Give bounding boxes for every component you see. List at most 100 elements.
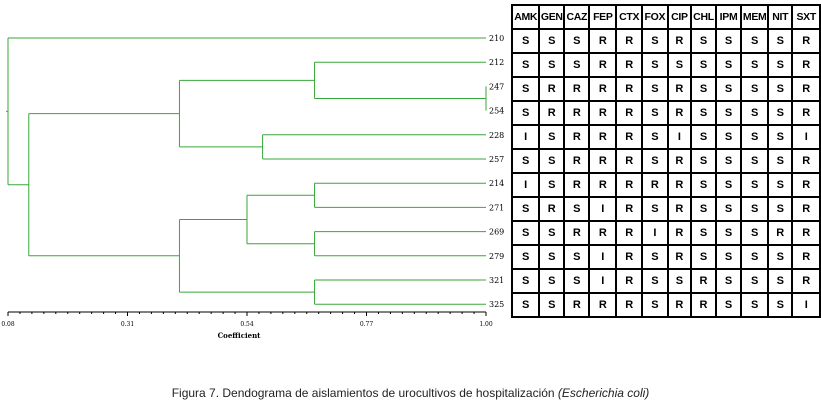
x-tick-label: 0.31 — [121, 321, 134, 328]
table-cell: S — [714, 244, 743, 270]
table-cell: S — [690, 100, 717, 126]
table-cell: S — [767, 124, 794, 150]
caption-text: Figura 7. Dendograma de aislamientos de … — [171, 386, 558, 400]
table-cell: S — [714, 76, 743, 102]
table-cell: R — [690, 268, 717, 294]
table-cell: S — [641, 196, 669, 222]
x-tick-label: 1.00 — [479, 321, 493, 328]
table-cell: S — [538, 28, 566, 54]
table-header-row: AMK GEN CAZ FEP CTX FOX CIP CHL IPM MEM NIT SXT — [510, 4, 821, 30]
table-cell: S — [740, 148, 770, 174]
table-cell: R — [538, 100, 566, 126]
table-cell: I — [510, 172, 541, 198]
table-cell: S — [510, 28, 541, 54]
table-cell: R — [666, 244, 693, 270]
table-cell: R — [666, 148, 693, 174]
table-cell: I — [666, 124, 693, 150]
table-cell: S — [714, 100, 743, 126]
table-cell: S — [767, 100, 794, 126]
table-cell: S — [538, 244, 566, 270]
table-cell: R — [791, 148, 821, 174]
table-cell: S — [666, 52, 693, 78]
table-cell: S — [740, 244, 770, 270]
table-cell: R — [588, 28, 618, 54]
caption-italic: (Escherichia coli) — [557, 386, 650, 400]
table-cell: R — [563, 124, 591, 150]
table-cell: S — [510, 268, 541, 294]
table-cell: R — [791, 172, 821, 198]
table-cell: R — [666, 292, 693, 318]
column-header-sxt: SXT — [791, 4, 821, 30]
table-cell: S — [740, 292, 770, 318]
table-cell: S — [690, 172, 717, 198]
x-tick-label: 0.08 — [1, 321, 15, 328]
leaf-label-257: 257 — [489, 155, 504, 164]
leaf-label-212: 212 — [489, 58, 504, 67]
table-cell: S — [510, 220, 541, 246]
table-cell: S — [641, 292, 669, 318]
table-cell: R — [615, 76, 644, 102]
table-cell: S — [641, 148, 669, 174]
table-cell: S — [740, 124, 770, 150]
column-header-nit: NIT — [767, 4, 794, 30]
table-cell: S — [767, 52, 794, 78]
table-cell: R — [588, 124, 618, 150]
table-cell: R — [641, 172, 669, 198]
table-cell: I — [510, 124, 541, 150]
table-cell: R — [615, 196, 644, 222]
table-cell: R — [615, 124, 644, 150]
x-tick-label: 0.77 — [360, 321, 374, 328]
column-header-caz: CAZ — [563, 4, 591, 30]
column-header-fep: FEP — [588, 4, 618, 30]
table-cell: R — [791, 76, 821, 102]
leaf-label-321: 321 — [489, 276, 504, 285]
table-cell: R — [588, 292, 618, 318]
table-cell: I — [791, 124, 821, 150]
table-cell: S — [767, 196, 794, 222]
table-cell: S — [563, 244, 591, 270]
table-cell: R — [615, 172, 644, 198]
column-header-mem: MEM — [740, 4, 770, 30]
table-cell: R — [791, 220, 821, 246]
table-cell: R — [588, 52, 618, 78]
table-cell: S — [690, 196, 717, 222]
table-cell: S — [641, 268, 669, 294]
table-cell: S — [641, 28, 669, 54]
table-cell: R — [563, 220, 591, 246]
x-axis-title: Coefficient — [218, 331, 262, 340]
table-cell: S — [641, 52, 669, 78]
table-cell: S — [767, 292, 794, 318]
table-cell: S — [767, 172, 794, 198]
table-cell: S — [510, 148, 541, 174]
table-cell: S — [714, 196, 743, 222]
table-cell: S — [641, 124, 669, 150]
table-cell: S — [767, 76, 794, 102]
table-cell: S — [767, 28, 794, 54]
table-cell: S — [538, 124, 566, 150]
table-cell: I — [791, 292, 821, 318]
table-cell: S — [538, 172, 566, 198]
table-cell: S — [538, 268, 566, 294]
table-cell: S — [740, 196, 770, 222]
table-cell: S — [714, 172, 743, 198]
table-cell: S — [690, 244, 717, 270]
column-header-amk: AMK — [510, 4, 541, 30]
table-cell: S — [538, 52, 566, 78]
table-cell: R — [791, 100, 821, 126]
leaf-label-325: 325 — [489, 300, 504, 309]
table-cell: R — [615, 220, 644, 246]
table-cell: S — [538, 220, 566, 246]
table-cell: R — [563, 76, 591, 102]
table-cell: R — [666, 220, 693, 246]
table-cell: S — [690, 52, 717, 78]
leaf-label-279: 279 — [489, 252, 504, 261]
table-cell: S — [563, 28, 591, 54]
table-cell: S — [767, 244, 794, 270]
column-header-ctx: CTX — [615, 4, 644, 30]
table-cell: S — [510, 100, 541, 126]
table-cell: R — [563, 292, 591, 318]
table-cell: R — [563, 148, 591, 174]
